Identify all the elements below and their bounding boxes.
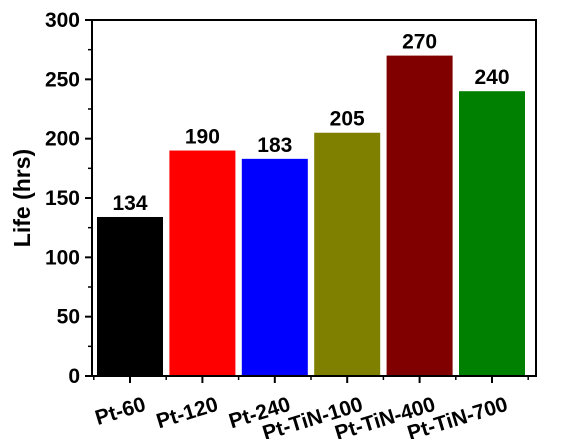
data-label-pt-240: 183 — [257, 134, 292, 157]
y-tick-label-200: 200 — [45, 128, 80, 151]
axes-layer: Pt-60 Pt-120 Pt-240Pt-TiN-100Pt-TiN-400Pt-… — [45, 9, 537, 439]
y-tick-label-150: 150 — [45, 187, 80, 210]
y-tick-label-300: 300 — [45, 9, 80, 32]
y-axis-title: Life (hrs) — [9, 149, 35, 247]
bar-pt-240 — [241, 158, 308, 376]
data-label-pt-tin-100: 205 — [330, 108, 365, 131]
bar-pt-120 — [169, 150, 236, 376]
data-label-pt-60: 134 — [112, 192, 147, 215]
data-label-pt-tin-700: 240 — [474, 66, 509, 89]
y-tick-label-100: 100 — [45, 246, 80, 269]
y-tick-label-250: 250 — [45, 68, 80, 91]
bar-pt-tin-700 — [459, 91, 525, 376]
bar-pt-60 — [97, 216, 163, 376]
bar-pt-tin-100 — [314, 132, 381, 376]
data-labels-layer: 134 190 183 205 270 240 — [112, 31, 509, 215]
x-tick-label-pt-60: Pt-60 — [93, 393, 149, 430]
data-label-pt-tin-400: 270 — [402, 31, 437, 54]
bars-layer — [97, 55, 525, 376]
y-tick-label-50: 50 — [57, 306, 80, 329]
data-label-pt-120: 190 — [185, 126, 220, 149]
x-tick-label-pt-120: Pt-120 — [154, 393, 221, 433]
bar-pt-tin-400 — [386, 55, 453, 376]
y-tick-label-0: 0 — [68, 365, 80, 388]
